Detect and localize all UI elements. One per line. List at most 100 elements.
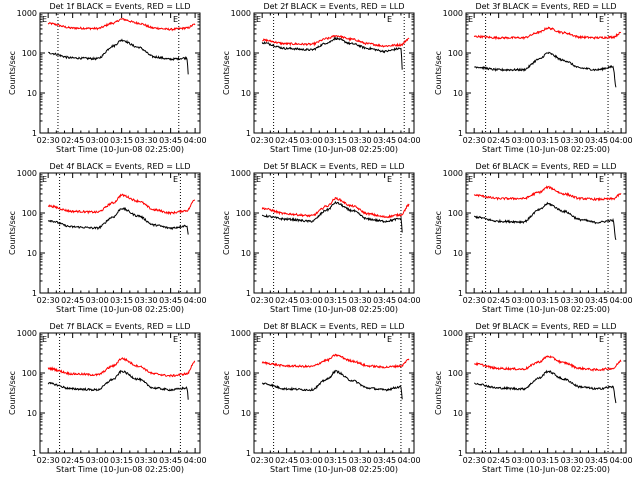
series-line-red (47, 17, 196, 32)
x-tick-label: 02:45 (61, 456, 84, 465)
panel-6: Det 6f BLACK = Events, RED = LLD 1 10 100 10… (434, 162, 633, 314)
y-tick-label: 1 (246, 449, 251, 458)
corner-label-left: E (42, 175, 47, 184)
y-axis-label: Counts/sec (222, 371, 231, 415)
x-tick-label: 02:45 (275, 456, 298, 465)
x-axis-label: Start Time (10-Jun-08 02:25:00) (56, 465, 184, 474)
panel-5: Det 5f BLACK = Events, RED = LLD 1 10 100 10… (222, 162, 421, 314)
x-tick-label: 03:15 (110, 136, 133, 145)
x-tick-label: 02:45 (275, 136, 298, 145)
y-axis-label: Counts/sec (222, 51, 231, 95)
series-line-red (261, 196, 410, 219)
y-axis-label: Counts/sec (8, 211, 17, 255)
corner-label-left: E (468, 335, 473, 344)
corner-label-right: E (599, 335, 604, 344)
panel-1: Det 1f BLACK = Events, RED = LLD 1 10 100 10… (8, 2, 207, 154)
x-tick-label: 02:30 (463, 456, 486, 465)
corner-label-left: E (42, 335, 47, 344)
x-tick-label: 03:45 (373, 136, 396, 145)
x-tick-label: 03:15 (536, 296, 559, 305)
y-axis-label: Counts/sec (434, 211, 443, 255)
x-tick-label: 03:00 (86, 136, 109, 145)
y-tick-label: 10 (241, 409, 251, 418)
x-axis-label: Start Time (10-Jun-08 02:25:00) (270, 305, 398, 314)
y-tick-label: 10 (241, 89, 251, 98)
series-line-red (261, 353, 410, 369)
x-tick-label: 03:45 (373, 456, 396, 465)
y-tick-label: 1000 (231, 329, 251, 338)
x-tick-label: 03:30 (135, 296, 158, 305)
x-tick-label: 03:00 (512, 296, 535, 305)
x-tick-label: 03:30 (561, 136, 584, 145)
y-tick-label: 10 (453, 89, 463, 98)
panel-title: Det 8f BLACK = Events, RED = LLD (263, 322, 404, 331)
corner-label-right: E (599, 15, 604, 24)
series-line-black (47, 207, 189, 235)
corner-label-left: E (42, 15, 47, 24)
panel-9: Det 9f BLACK = Events, RED = LLD 1 10 100 10… (434, 322, 633, 474)
corner-label-right: E (173, 15, 178, 24)
plot-frame (465, 172, 627, 294)
x-tick-label: 03:30 (349, 456, 372, 465)
series-line-red (473, 185, 622, 202)
x-tick-label: 03:45 (373, 296, 396, 305)
y-axis-label: Counts/sec (8, 51, 17, 95)
y-tick-label: 1000 (17, 9, 37, 18)
x-tick-label: 03:30 (135, 136, 158, 145)
panel-4: Det 4f BLACK = Events, RED = LLD 1 10 100 10… (8, 162, 207, 314)
series-line-black (474, 369, 617, 404)
y-tick-label: 10 (27, 409, 37, 418)
x-tick-label: 02:45 (487, 296, 510, 305)
y-tick-label: 1000 (17, 329, 37, 338)
series-line-black (261, 200, 403, 233)
x-tick-label: 02:30 (37, 456, 60, 465)
corner-label-left: E (256, 15, 261, 24)
y-tick-label: 100 (22, 209, 37, 218)
x-tick-label: 04:00 (610, 456, 633, 465)
panel-title: Det 9f BLACK = Events, RED = LLD (475, 322, 616, 331)
x-axis-label: Start Time (10-Jun-08 02:25:00) (56, 305, 184, 314)
x-tick-label: 02:30 (37, 296, 60, 305)
x-tick-label: 03:30 (349, 136, 372, 145)
x-tick-label: 03:00 (300, 296, 323, 305)
series-line-red (47, 357, 196, 378)
x-tick-label: 03:15 (324, 296, 347, 305)
x-tick-label: 03:15 (324, 136, 347, 145)
x-tick-label: 04:00 (610, 136, 633, 145)
corner-label-right: E (387, 15, 392, 24)
y-tick-label: 100 (448, 209, 463, 218)
y-tick-label: 1000 (17, 169, 37, 178)
panel-3: Det 3f BLACK = Events, RED = LLD 1 10 100 10… (434, 2, 633, 154)
x-tick-label: 03:15 (536, 456, 559, 465)
x-tick-label: 03:30 (561, 296, 584, 305)
y-tick-label: 1000 (443, 169, 463, 178)
x-tick-label: 02:30 (251, 136, 274, 145)
x-tick-label: 03:30 (561, 456, 584, 465)
x-tick-label: 04:00 (398, 456, 421, 465)
x-tick-label: 04:00 (184, 456, 207, 465)
y-axis-label: Counts/sec (8, 371, 17, 415)
y-tick-label: 10 (27, 249, 37, 258)
x-tick-label: 03:45 (159, 456, 182, 465)
x-tick-label: 03:00 (300, 456, 323, 465)
plot-frame (465, 12, 627, 134)
panel-title: Det 4f BLACK = Events, RED = LLD (49, 162, 190, 171)
y-tick-label: 1000 (443, 329, 463, 338)
x-tick-label: 03:30 (349, 296, 372, 305)
panel-title: Det 6f BLACK = Events, RED = LLD (475, 162, 616, 171)
plot-frame (253, 172, 415, 294)
y-tick-label: 1 (246, 289, 251, 298)
y-tick-label: 10 (453, 409, 463, 418)
series-line-black (473, 201, 617, 241)
panel-title: Det 2f BLACK = Events, RED = LLD (263, 2, 404, 11)
panel-8: Det 8f BLACK = Events, RED = LLD 1 10 100 10… (222, 322, 421, 474)
corner-label-right: E (173, 335, 178, 344)
x-axis-label: Start Time (10-Jun-08 02:25:00) (482, 305, 610, 314)
plot-frame (39, 332, 201, 454)
corner-label-right: E (173, 175, 178, 184)
panel-title: Det 1f BLACK = Events, RED = LLD (49, 2, 190, 11)
x-tick-label: 03:45 (159, 136, 182, 145)
corner-label-right: E (387, 175, 392, 184)
x-tick-label: 02:30 (251, 296, 274, 305)
corner-label-left: E (256, 335, 261, 344)
